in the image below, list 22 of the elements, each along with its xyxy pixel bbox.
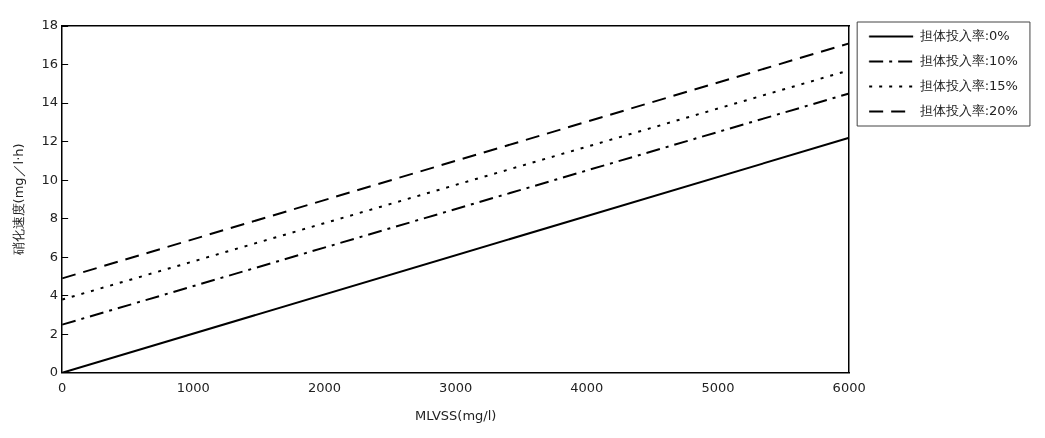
y-tick-label: 8 xyxy=(49,210,59,226)
x-tick-label: 1000 xyxy=(176,379,210,395)
y-tick-label: 6 xyxy=(49,248,59,264)
y-tick-label: 4 xyxy=(49,287,59,303)
y-tick-label: 12 xyxy=(41,132,59,148)
y-tick-label: 14 xyxy=(41,94,59,110)
x-tick-label: 2000 xyxy=(307,379,342,395)
legend-label: 担体投入率:15% xyxy=(919,77,1018,93)
y-tick-label: 10 xyxy=(41,171,59,187)
legend-label: 担体投入率:20% xyxy=(919,102,1018,118)
y-axis-title: 硝化速度(mg／l·h) xyxy=(11,143,27,257)
x-tick-label: 3000 xyxy=(439,379,473,395)
x-axis-title: MLVSS(mg/l) xyxy=(414,407,497,423)
y-tick-label: 2 xyxy=(49,325,59,341)
legend-label: 担体投入率:10% xyxy=(919,52,1018,68)
x-tick-label: 6000 xyxy=(832,379,866,395)
y-tick-label: 18 xyxy=(41,17,59,33)
legend-label: 担体投入率:0% xyxy=(919,27,1010,43)
x-tick-label: 4000 xyxy=(570,379,604,395)
x-tick-label: 5000 xyxy=(701,379,735,395)
y-tick-label: 16 xyxy=(41,55,59,71)
y-tick-label: 0 xyxy=(49,364,59,380)
